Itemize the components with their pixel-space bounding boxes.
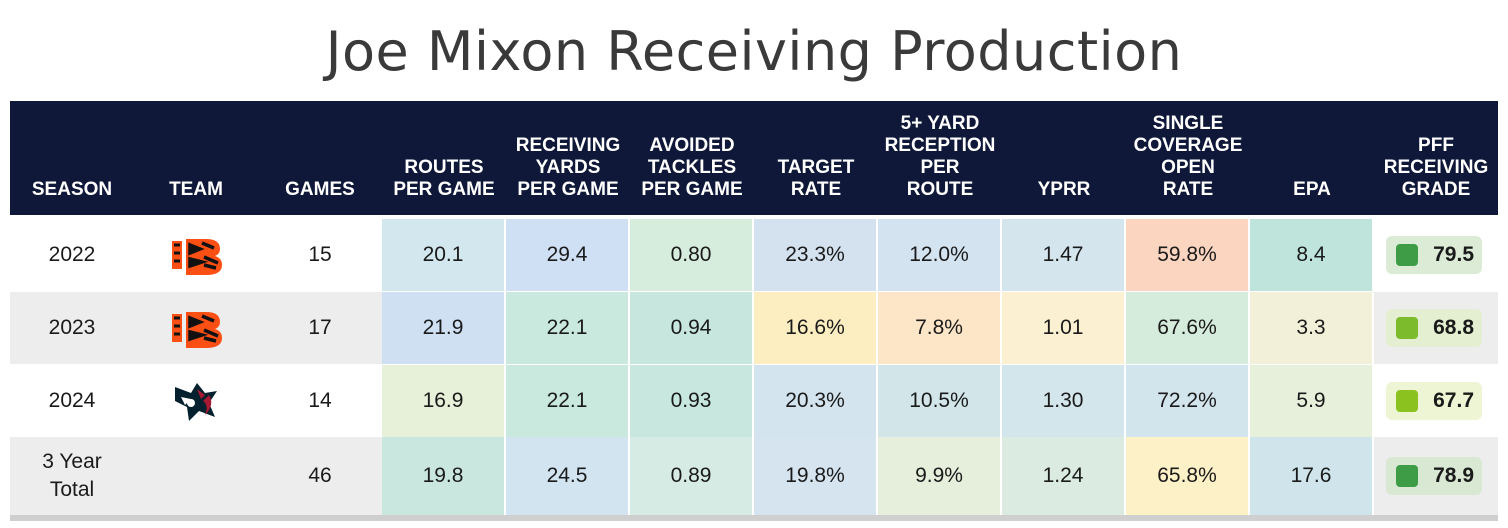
recyds-cell: 22.1 [506, 292, 630, 364]
yprr-cell: 1.01 [1002, 292, 1126, 364]
bengals-logo-icon [168, 308, 224, 348]
grade-badge: 67.7 [1386, 382, 1482, 420]
header-games: GAMES [285, 179, 355, 200]
single-cell: 65.8% [1126, 437, 1250, 515]
target-cell: 19.8% [754, 437, 878, 515]
chart-title: Joe Mixon Receiving Production [325, 20, 1183, 83]
epa-cell: 8.4 [1250, 219, 1374, 291]
grade-cell: 79.5 [1374, 219, 1498, 291]
grade-indicator-square [1396, 465, 1418, 487]
epa-cell: 17.6 [1250, 437, 1374, 515]
season-cell: 2023 [48, 316, 96, 339]
header-single: SINGLE COVERAGE OPEN RATE [1133, 113, 1243, 200]
target-cell: 23.3% [754, 219, 878, 291]
routes-cell: 16.9 [382, 365, 506, 437]
header-team: TEAM [169, 179, 223, 200]
header-avoided: AVOIDED TACKLES PER GAME [641, 135, 743, 200]
grade-indicator-square [1396, 317, 1418, 339]
grade-badge: 78.9 [1386, 457, 1482, 495]
recyds-cell: 29.4 [506, 219, 630, 291]
table-row: 2023 17 21.9 22.1 0.94 16.6% 7.8% 1.01 67.6% 3.3 6… [10, 292, 1498, 364]
avoided-cell: 0.89 [630, 437, 754, 515]
header-grade: PFF RECEIVING GRADE [1383, 135, 1489, 200]
fiveplus-cell: 7.8% [878, 292, 1002, 364]
epa-cell: 5.9 [1250, 365, 1374, 437]
routes-cell: 21.9 [382, 292, 506, 364]
table-row: 3 Year Total 46 19.8 24.5 0.89 19.8% 9.9% 1.24 6… [10, 437, 1498, 515]
season-cell: 2022 [48, 243, 96, 266]
avoided-cell: 0.93 [630, 365, 754, 437]
header-fiveplus: 5+ YARD RECEPTION PER ROUTE [884, 113, 996, 200]
fiveplus-cell: 9.9% [878, 437, 1002, 515]
single-cell: 67.6% [1126, 292, 1250, 364]
grade-value: 67.7 [1433, 389, 1474, 412]
texans-logo-icon [171, 379, 221, 423]
grade-badge: 79.5 [1386, 236, 1482, 274]
epa-cell: 3.3 [1250, 292, 1374, 364]
grade-indicator-square [1396, 390, 1418, 412]
target-cell: 16.6% [754, 292, 878, 364]
grade-cell: 78.9 [1374, 437, 1498, 515]
recyds-cell: 24.5 [506, 437, 630, 515]
routes-cell: 19.8 [382, 437, 506, 515]
team-cell [134, 219, 258, 291]
team-cell [134, 292, 258, 364]
yprr-cell: 1.24 [1002, 437, 1126, 515]
table-header: SEASON TEAM GAMES ROUTES PER GAME RECEIVING … [10, 101, 1498, 215]
grade-badge: 68.8 [1386, 309, 1482, 347]
season-cell: 3 Year Total [42, 450, 102, 501]
header-season: SEASON [31, 179, 113, 200]
grade-value: 68.8 [1433, 316, 1474, 339]
grade-value: 78.9 [1433, 464, 1474, 487]
games-cell: 14 [308, 389, 332, 412]
games-cell: 15 [308, 243, 332, 266]
header-routes: ROUTES PER GAME [393, 157, 495, 200]
fiveplus-cell: 10.5% [878, 365, 1002, 437]
games-cell: 17 [308, 316, 332, 339]
yprr-cell: 1.30 [1002, 365, 1126, 437]
header-recyds: RECEIVING YARDS PER GAME [515, 135, 621, 200]
routes-cell: 20.1 [382, 219, 506, 291]
avoided-cell: 0.80 [630, 219, 754, 291]
table-bottom-border [10, 515, 1498, 521]
header-epa: EPA [1293, 179, 1331, 200]
grade-cell: 67.7 [1374, 365, 1498, 437]
single-cell: 72.2% [1126, 365, 1250, 437]
yprr-cell: 1.47 [1002, 219, 1126, 291]
avoided-cell: 0.94 [630, 292, 754, 364]
team-cell [134, 437, 258, 515]
target-cell: 20.3% [754, 365, 878, 437]
table-row: 2024 14 16.9 22.1 0.93 20.3% 10.5% 1.30 72.2% 5.9… [10, 365, 1498, 437]
fiveplus-cell: 12.0% [878, 219, 1002, 291]
single-cell: 59.8% [1126, 219, 1250, 291]
grade-cell: 68.8 [1374, 292, 1498, 364]
grade-value: 79.5 [1433, 243, 1474, 266]
grade-indicator-square [1396, 244, 1418, 266]
bengals-logo-icon [168, 235, 224, 275]
team-cell [134, 365, 258, 437]
table-row: 2022 15 20.1 29.4 0.80 23.3% 12.0% 1.47 59.8% 8.4… [10, 219, 1498, 291]
header-yprr: YPRR [1037, 179, 1091, 200]
header-target: TARGET RATE [777, 157, 855, 200]
recyds-cell: 22.1 [506, 365, 630, 437]
season-cell: 2024 [48, 389, 96, 412]
games-cell: 46 [308, 464, 332, 487]
